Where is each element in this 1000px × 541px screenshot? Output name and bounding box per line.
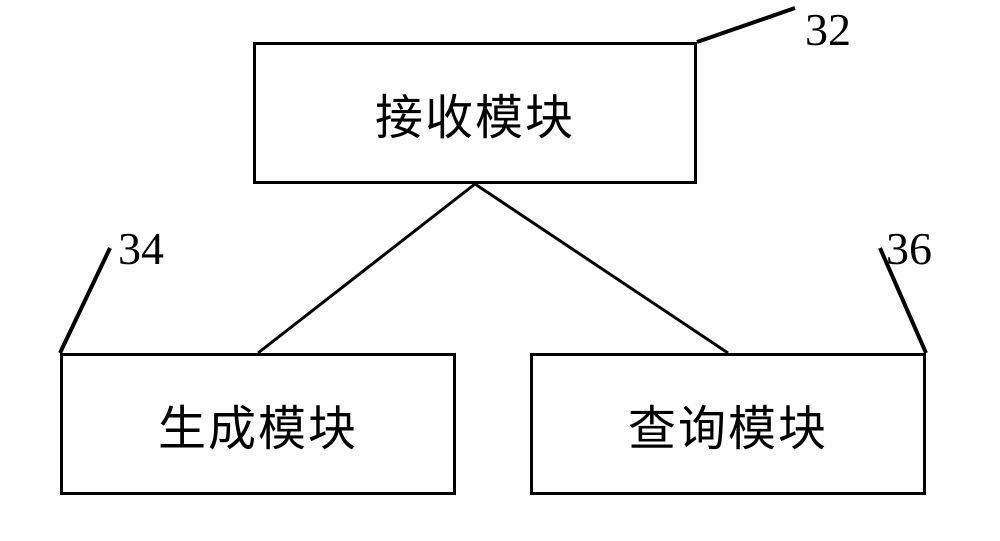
node-query: 查询模块 [530, 353, 926, 495]
edge-receive-query [475, 184, 728, 353]
node-receive: 接收模块 [253, 42, 697, 184]
node-generate: 生成模块 [60, 353, 456, 495]
callout-line-receive [697, 8, 795, 42]
callout-line-generate [60, 248, 110, 353]
block-diagram: 接收模块 32 生成模块 34 查询模块 36 [0, 0, 1000, 541]
node-receive-label: 接收模块 [375, 78, 575, 148]
node-generate-label: 生成模块 [158, 389, 358, 459]
edge-receive-generate [258, 184, 475, 353]
node-query-label: 查询模块 [628, 389, 828, 459]
callout-generate: 34 [118, 222, 164, 275]
callout-receive: 32 [805, 3, 851, 56]
callout-query: 36 [886, 222, 932, 275]
